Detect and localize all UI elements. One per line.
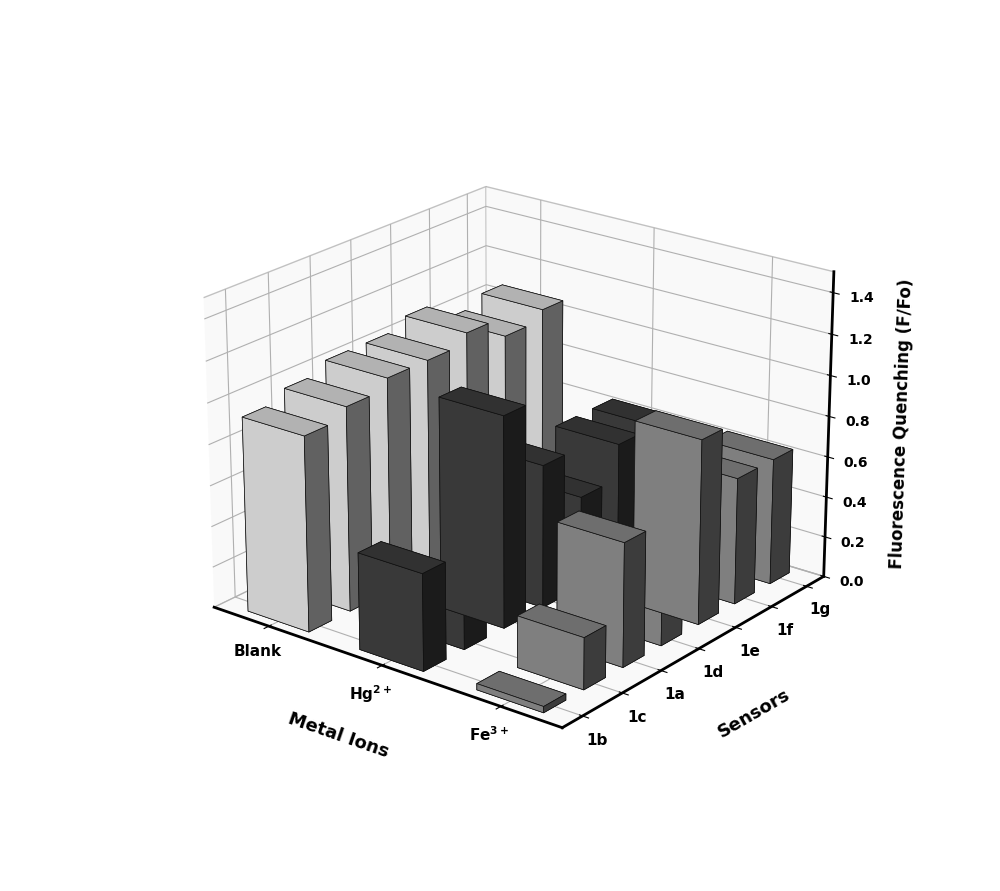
Y-axis label: Sensors: Sensors — [714, 685, 793, 741]
X-axis label: Metal Ions: Metal Ions — [286, 710, 391, 762]
